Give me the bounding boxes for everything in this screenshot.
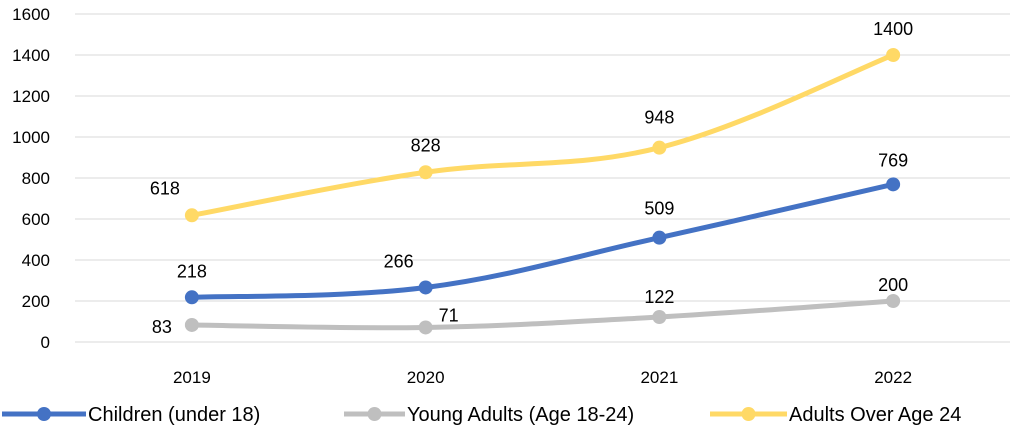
x-tick-label: 2020 <box>407 368 445 387</box>
y-tick-label: 1200 <box>12 87 50 106</box>
x-tick-label: 2022 <box>874 368 912 387</box>
y-tick-label: 0 <box>41 333 50 352</box>
data-label: 71 <box>439 305 459 325</box>
legend-swatch-marker <box>741 407 756 421</box>
data-labels: 218 266 509 769 83 71 122 200 618 828 948 1400 <box>150 19 913 337</box>
legend-item[interactable]: Adults Over Age 24 <box>710 404 961 426</box>
data-point <box>886 177 901 192</box>
data-label: 1400 <box>873 19 913 39</box>
data-point <box>184 208 199 223</box>
legend-label: Children (under 18) <box>88 404 260 426</box>
data-point <box>418 280 433 295</box>
data-label: 218 <box>177 261 207 281</box>
data-label: 509 <box>644 199 674 219</box>
data-point <box>652 309 667 324</box>
y-tick-label: 1400 <box>12 46 50 65</box>
data-label: 618 <box>150 178 180 198</box>
data-label: 200 <box>878 275 908 295</box>
x-tick-label: 2019 <box>173 368 211 387</box>
data-point <box>418 320 433 335</box>
y-tick-label: 800 <box>22 169 50 188</box>
legend-label: Young Adults (Age 18-24) <box>407 404 634 426</box>
data-label: 83 <box>152 317 172 337</box>
legend-label: Adults Over Age 24 <box>789 404 961 426</box>
data-label: 948 <box>644 108 674 128</box>
x-axis: 2019 2020 2021 2022 <box>173 368 912 387</box>
series-line <box>189 181 896 300</box>
legend: Children (under 18) Young Adults (Age 18-… <box>2 404 961 426</box>
series-lines <box>184 48 901 335</box>
x-tick-label: 2021 <box>640 368 678 387</box>
data-point <box>886 294 901 308</box>
legend-item[interactable]: Children (under 18) <box>2 404 260 426</box>
data-label: 122 <box>644 287 674 307</box>
series-line <box>189 52 896 218</box>
legend-swatch-marker <box>37 407 51 421</box>
series-line <box>189 298 896 331</box>
y-tick-label: 400 <box>22 251 50 270</box>
y-tick-label: 200 <box>22 292 50 311</box>
y-axis: 0 200 400 600 800 1000 1200 1400 1600 <box>12 5 50 352</box>
data-label: 266 <box>384 251 414 271</box>
data-point <box>652 230 667 245</box>
y-tick-label: 1600 <box>12 5 50 24</box>
data-point <box>652 140 667 155</box>
legend-item[interactable]: Young Adults (Age 18-24) <box>344 404 634 426</box>
data-point <box>418 165 433 180</box>
legend-swatch-marker <box>367 407 382 421</box>
data-point <box>886 48 901 62</box>
y-tick-label: 1000 <box>12 128 50 147</box>
data-point <box>184 290 199 305</box>
data-point <box>184 317 199 332</box>
data-label: 828 <box>411 135 441 155</box>
data-label: 769 <box>878 150 908 170</box>
y-tick-label: 600 <box>22 210 50 229</box>
gridlines <box>75 13 1010 343</box>
